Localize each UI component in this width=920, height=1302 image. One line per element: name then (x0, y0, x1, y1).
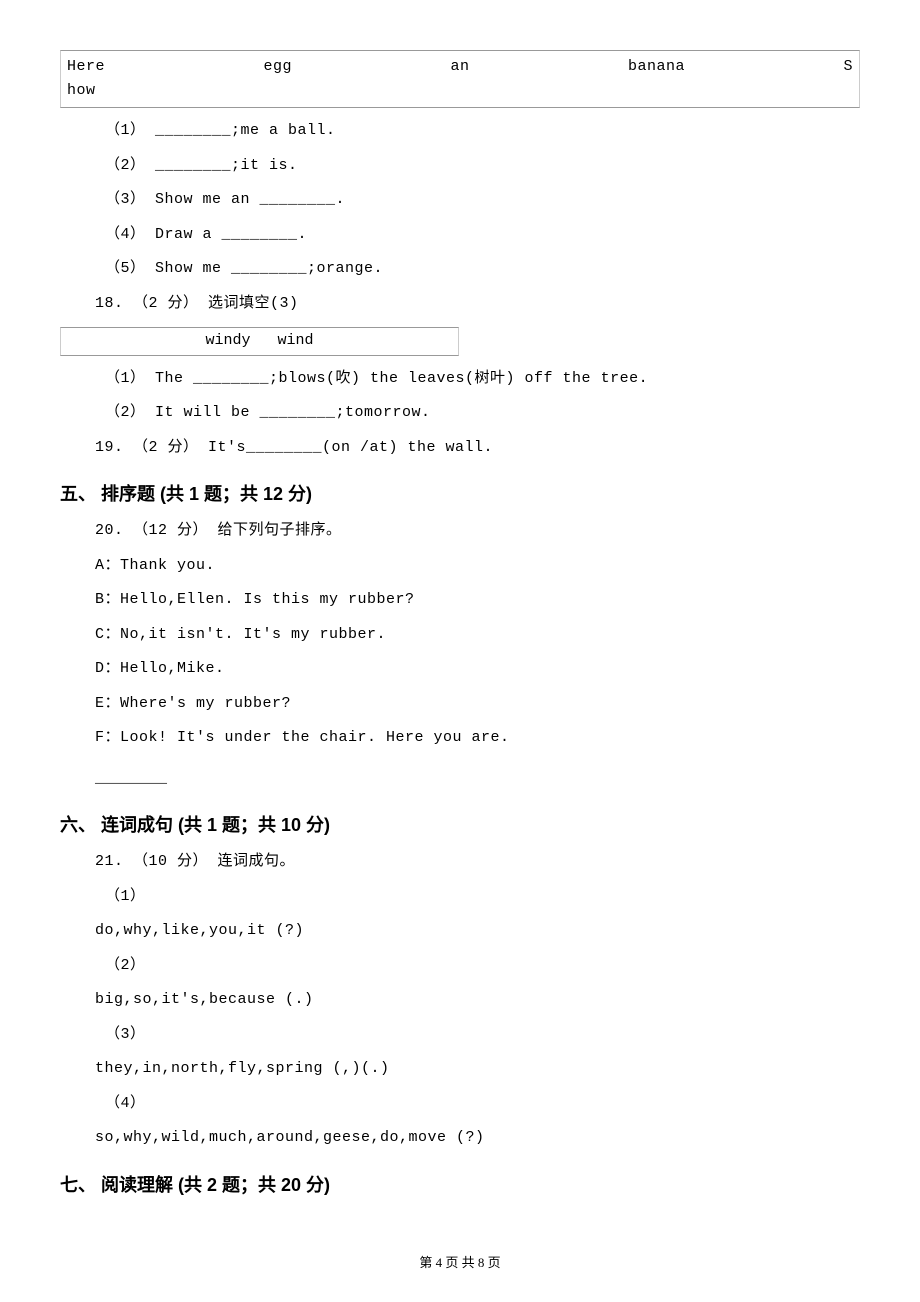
word-bank-line2: how (67, 79, 853, 103)
q18-sub-2: （2） It will be ________;tomorrow. (105, 402, 860, 425)
page-footer: 第 4 页 共 8 页 (0, 1253, 920, 1273)
q21-sub-4-num: （4） (105, 1093, 860, 1116)
q21-sub-2-num: （2） (105, 955, 860, 978)
word-bank-word: S (843, 55, 853, 79)
q19: 19. （2 分） It's________(on /at) the wall. (95, 437, 860, 460)
word-bank-word: banana (628, 55, 685, 79)
word-bank-word: egg (263, 55, 292, 79)
q17-sub-1: （1） ________;me a ball. (105, 120, 860, 143)
content-block-2: （1） The ________;blows(吹) the leaves(树叶)… (95, 368, 860, 460)
q20-opt-b: B：Hello,Ellen. Is this my rubber? (95, 589, 860, 612)
word-bank-word: an (450, 55, 469, 79)
q21-sub-1-num: （1） (105, 886, 860, 909)
q21-sub-3-num: （3） (105, 1024, 860, 1047)
q20-opt-c: C：No,it isn't. It's my rubber. (95, 624, 860, 647)
q21-sub-3-text: they,in,north,fly,spring (,)(.) (95, 1058, 860, 1081)
q21-sub-4-text: so,why,wild,much,around,geese,do,move (?… (95, 1127, 860, 1150)
section-5-heading: 五、 排序题 (共 1 题；共 12 分) (60, 481, 860, 508)
content-block-3: 20. （12 分） 给下列句子排序。 A：Thank you. B：Hello… (95, 520, 860, 790)
q20-opt-a: A：Thank you. (95, 555, 860, 578)
q21-header: 21. （10 分） 连词成句。 (95, 851, 860, 874)
worksheet-page: Here egg an banana S how （1） ________;me… (0, 0, 920, 1302)
content-block-4: 21. （10 分） 连词成句。 （1） do,why,like,you,it … (95, 851, 860, 1150)
q21-sub-2-text: big,so,it's,because (.) (95, 989, 860, 1012)
section-6-heading: 六、 连词成句 (共 1 题；共 10 分) (60, 812, 860, 839)
q18-sub-1: （1） The ________;blows(吹) the leaves(树叶)… (105, 368, 860, 391)
q17-sub-4: （4） Draw a ________. (105, 224, 860, 247)
word-bank-top: Here egg an banana S how (60, 50, 860, 108)
q17-sub-3: （3） Show me an ________. (105, 189, 860, 212)
q20-opt-d: D：Hello,Mike. (95, 658, 860, 681)
q20-header: 20. （12 分） 给下列句子排序。 (95, 520, 860, 543)
q21-sub-1-text: do,why,like,you,it (?) (95, 920, 860, 943)
content-block: （1） ________;me a ball. （2） ________;it … (95, 120, 860, 315)
q18-header: 18. （2 分） 选词填空(3) (95, 293, 860, 316)
q17-sub-5: （5） Show me ________;orange. (105, 258, 860, 281)
q20-opt-e: E：Where's my rubber? (95, 693, 860, 716)
section-7-heading: 七、 阅读理解 (共 2 题；共 20 分) (60, 1172, 860, 1199)
q17-sub-2: （2） ________;it is. (105, 155, 860, 178)
word-bank-word: Here (67, 55, 105, 79)
q20-opt-f: F：Look! It's under the chair. Here you a… (95, 727, 860, 750)
q20-answer-blank: ________ (95, 768, 860, 791)
word-bank-small: windy wind (60, 327, 459, 356)
word-bank-line1: Here egg an banana S (67, 55, 853, 79)
